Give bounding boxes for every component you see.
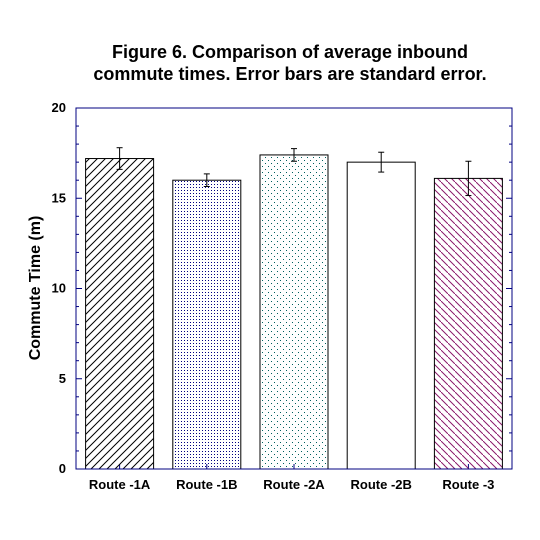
x-tick-label: Route -2A bbox=[263, 477, 325, 492]
y-tick-label: 15 bbox=[52, 190, 66, 205]
y-axis-label: Commute Time (m) bbox=[27, 216, 44, 361]
y-tick-label: 5 bbox=[59, 371, 66, 386]
bar-route-2b bbox=[346, 161, 416, 470]
y-tick-label: 10 bbox=[52, 281, 66, 296]
bar-route-2a bbox=[259, 154, 329, 470]
tick-labels: 0 5 10 15 20 Route -1A Route -1B Route -2A Route… bbox=[52, 100, 495, 492]
plot-frame bbox=[75, 107, 513, 470]
x-tick-label: Route -3 bbox=[442, 477, 494, 492]
x-tick-label: Route -2B bbox=[351, 477, 412, 492]
chart-title-line-1: Figure 6. Comparison of average inbound bbox=[112, 42, 468, 62]
bars bbox=[85, 154, 503, 470]
bar-route-1b bbox=[172, 179, 242, 470]
x-tick-label: Route -1B bbox=[176, 477, 237, 492]
y-tick-label: 20 bbox=[52, 100, 66, 115]
bar-route-1a bbox=[85, 158, 155, 470]
bar-route-3 bbox=[433, 177, 503, 470]
chart-title-line-2: commute times. Error bars are standard e… bbox=[93, 64, 486, 84]
y-tick-label: 0 bbox=[59, 461, 66, 476]
x-tick-label: Route -1A bbox=[89, 477, 151, 492]
error-bars bbox=[116, 147, 472, 197]
